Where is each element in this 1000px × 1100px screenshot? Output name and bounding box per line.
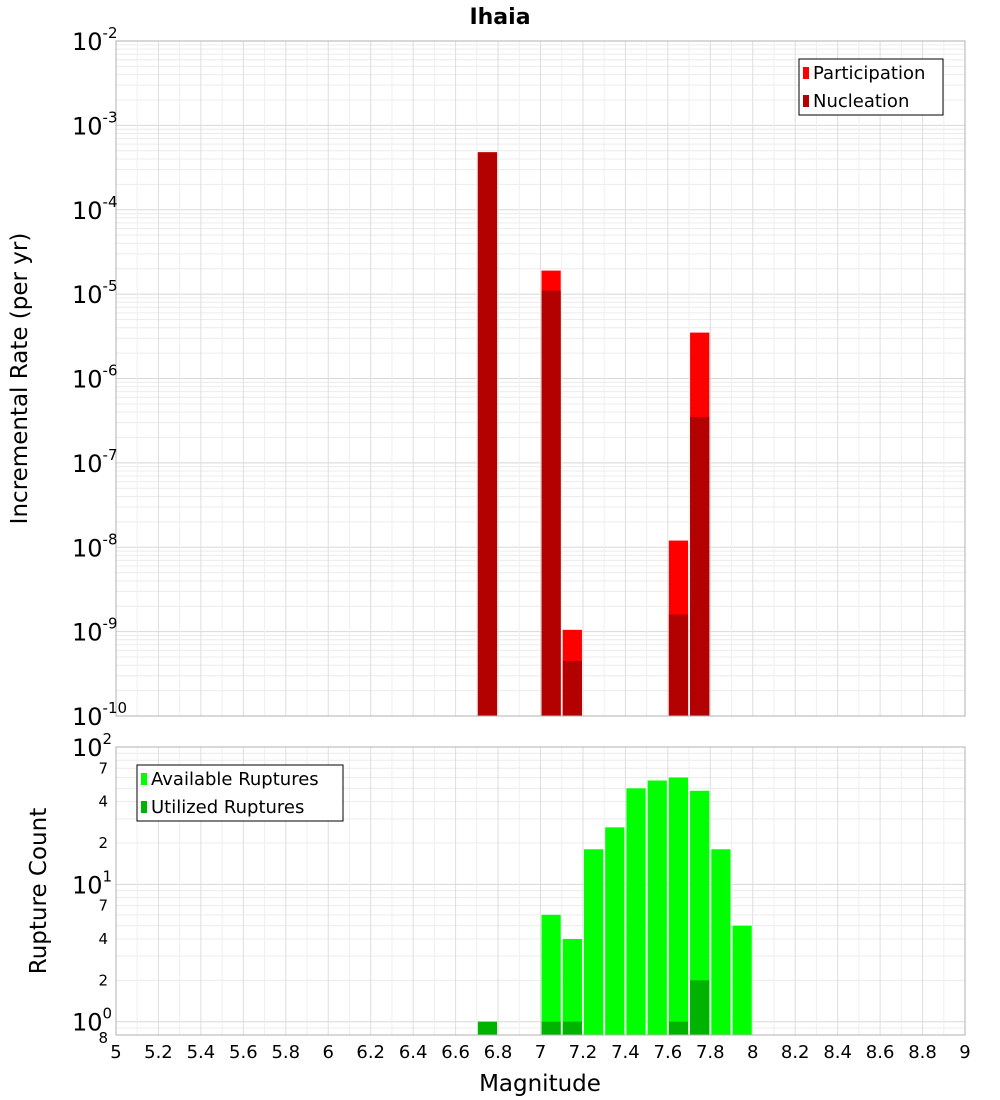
rate-panel: Incremental Rate (per yr) 10-2 10-3 10-4 10-… — [7, 24, 966, 731]
y-tick-label: 10-7 — [72, 446, 118, 478]
legend-swatch — [141, 773, 147, 785]
bar-available-ruptures — [605, 827, 625, 1035]
bar-available-ruptures — [668, 777, 689, 1035]
x-tick-label: 6.8 — [484, 1042, 513, 1063]
y-tick-label: 10-6 — [72, 362, 118, 394]
x-tick-label: 6.2 — [356, 1042, 385, 1063]
bar-nucleation — [541, 290, 561, 716]
legend-label: Available Ruptures — [151, 769, 319, 790]
bar-nucleation — [562, 660, 582, 716]
bar-utilized-ruptures — [690, 980, 710, 1035]
legend-box — [798, 58, 944, 116]
bar-available-ruptures — [626, 788, 646, 1035]
bar-nucleation — [668, 614, 689, 716]
y-minor-tick-label: 4 — [98, 793, 108, 811]
x-tick-label: 5.6 — [229, 1042, 258, 1063]
legend-label: Utilized Ruptures — [151, 797, 304, 818]
legend-swatch — [803, 95, 809, 107]
bar-utilized-ruptures — [477, 1021, 498, 1035]
bar-utilized-ruptures — [541, 1021, 561, 1035]
bar-nucleation — [690, 416, 710, 716]
x-tick-label: 9 — [959, 1042, 970, 1063]
bar-utilized-ruptures — [562, 1021, 582, 1035]
x-tick-label: 8.6 — [866, 1042, 895, 1063]
bar-available-ruptures — [583, 849, 604, 1035]
x-axis-label: Magnitude — [479, 1071, 601, 1097]
x-tick-label: 6.4 — [399, 1042, 428, 1063]
legend-swatch — [141, 801, 147, 813]
x-tick-label: 8.4 — [823, 1042, 852, 1063]
plot-frame — [115, 746, 966, 1036]
y-tick-label: 10-8 — [72, 530, 118, 562]
bar-utilized-ruptures — [668, 1021, 689, 1035]
bar-available-ruptures — [690, 790, 710, 1035]
bar-available-ruptures — [562, 939, 582, 1035]
bar-available-ruptures — [711, 849, 731, 1035]
x-tick-label: 5 — [110, 1042, 121, 1063]
y-tick-label: 102 — [72, 730, 112, 762]
y-tick-label: 10-10 — [72, 699, 127, 731]
chart-title: Ihaia — [469, 5, 530, 30]
x-tick-label: 8.8 — [908, 1042, 937, 1063]
y-tick-label: 101 — [72, 867, 112, 899]
y-minor-tick-label: 2 — [98, 971, 108, 989]
y-tick-label: 10-5 — [72, 277, 118, 309]
x-tick-label: 6.6 — [441, 1042, 470, 1063]
y-minor-tick-label: 8 — [98, 1029, 108, 1047]
rupture-count-panel: Rupture Count 102 101 100 7 4 2 7 4 2 8 Available R… — [26, 730, 966, 1047]
x-tick-label: 8.2 — [781, 1042, 810, 1063]
x-tick-labels: 5 5.2 5.4 5.6 5.8 6 6.2 6.4 6.6 6.8 7 7.2 7.4 7.6 7.8 8… — [110, 1042, 970, 1063]
legend-box — [136, 764, 344, 822]
legend-swatch — [803, 67, 809, 79]
y-tick-label: 100 — [72, 1005, 112, 1037]
y-tick-label: 10-2 — [72, 24, 118, 56]
x-tick-label: 6 — [323, 1042, 334, 1063]
x-tick-label: 7 — [535, 1042, 546, 1063]
x-tick-label: 7.6 — [654, 1042, 683, 1063]
y-minor-tick-label: 2 — [98, 834, 108, 852]
bar-available-ruptures — [732, 925, 752, 1035]
bar-available-ruptures — [647, 780, 667, 1035]
legend-label: Nucleation — [813, 91, 909, 112]
y-minor-tick-label: 7 — [98, 759, 108, 777]
y-axis-label: Incremental Rate (per yr) — [7, 233, 33, 525]
x-tick-label: 5.4 — [187, 1042, 216, 1063]
legend-label: Participation — [813, 63, 925, 84]
y-minor-tick-label: 7 — [98, 897, 108, 915]
x-tick-label: 8 — [747, 1042, 758, 1063]
x-tick-label: 5.2 — [144, 1042, 173, 1063]
y-minor-tick-label: 4 — [98, 930, 108, 948]
x-tick-label: 7.8 — [696, 1042, 725, 1063]
y-axis-label: Rupture Count — [26, 808, 52, 974]
y-tick-label: 10-9 — [72, 615, 118, 647]
plot-frame — [115, 40, 966, 717]
y-tick-label: 10-3 — [72, 108, 118, 140]
bar-nucleation — [477, 152, 498, 716]
x-tick-label: 7.2 — [569, 1042, 598, 1063]
bar-available-ruptures — [541, 914, 561, 1035]
x-tick-label: 7.4 — [611, 1042, 640, 1063]
y-tick-label: 10-4 — [72, 193, 118, 225]
x-tick-label: 5.8 — [271, 1042, 300, 1063]
